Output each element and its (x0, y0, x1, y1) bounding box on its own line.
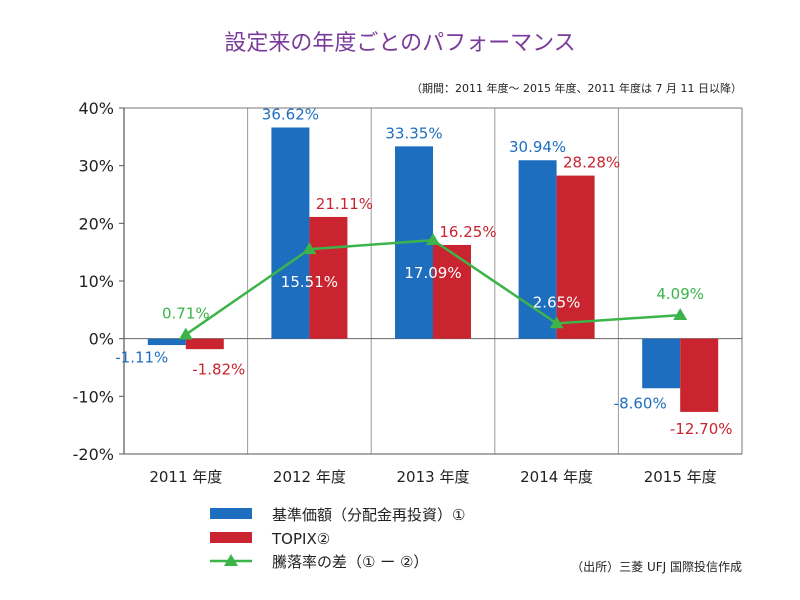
data-label-nav: 30.94% (509, 138, 566, 156)
data-label-difference: 2.65% (533, 293, 581, 311)
x-tick-label: 2015 年度 (644, 468, 717, 486)
x-tick-label: 2014 年度 (520, 468, 593, 486)
data-label-nav: -8.60% (614, 394, 667, 412)
y-tick-label: -10% (73, 387, 114, 406)
data-label-nav: -1.11% (115, 349, 168, 367)
difference-marker (302, 242, 317, 255)
y-tick-label: -20% (73, 445, 114, 464)
data-label-difference: 4.09% (656, 285, 704, 303)
bar-topix (433, 244, 471, 339)
x-tick-label: 2013 年度 (397, 468, 470, 486)
bar-nav (518, 160, 557, 339)
data-label-topix: -12.70% (670, 420, 733, 438)
legend-swatch-nav (210, 508, 252, 519)
x-tick-label: 2012 年度 (273, 468, 346, 486)
y-tick-label: 20% (78, 214, 114, 233)
y-tick-label: 0% (89, 330, 114, 349)
data-label-topix: -1.82% (192, 361, 245, 379)
bar-topix (556, 175, 595, 339)
difference-marker (673, 308, 688, 320)
bar-topix (680, 338, 719, 412)
y-tick-label: 10% (78, 272, 114, 291)
data-label-topix: 16.25% (439, 223, 496, 241)
data-label-difference: 17.09% (404, 264, 461, 282)
chart-subtitle: （期間：2011 年度～ 2015 年度、2011 年度は 7 月 11 日以降… (411, 81, 742, 95)
chart-title: 設定来の年度ごとのパフォーマンス (224, 31, 575, 56)
data-label-nav: 36.62% (262, 105, 319, 123)
y-tick-label: 30% (78, 157, 114, 176)
difference-marker (178, 327, 193, 340)
bar-topix (309, 216, 348, 339)
data-label-topix: 21.11% (316, 195, 373, 213)
difference-marker (549, 316, 564, 329)
plot-area: 40% 30% 20% 10% 0% -10% -20% 2011 年度 2012 年度 2013… (73, 99, 743, 571)
x-tick-label: 2011 年度 (149, 468, 222, 486)
bar-topix (185, 338, 224, 350)
bar-nav (642, 338, 681, 389)
legend-label: 騰落率の差（① ー ②） (272, 553, 428, 571)
bar-nav (147, 338, 186, 346)
legend-swatch-topix (210, 532, 252, 543)
difference-marker (426, 233, 440, 246)
legend-label: TOPIX② (271, 530, 330, 548)
bar-nav (271, 127, 310, 339)
data-label-difference: 15.51% (281, 273, 338, 291)
legend-label: 基準価額（分配金再投資）① (272, 506, 465, 524)
legend-marker-difference (224, 554, 238, 566)
source-note: （出所）三菱 UFJ 国際投信作成 (571, 559, 742, 574)
data-label-nav: 33.35% (385, 124, 442, 142)
y-tick-label: 40% (78, 99, 114, 118)
data-label-difference: 0.71% (162, 305, 210, 323)
data-label-topix: 28.28% (563, 154, 620, 172)
